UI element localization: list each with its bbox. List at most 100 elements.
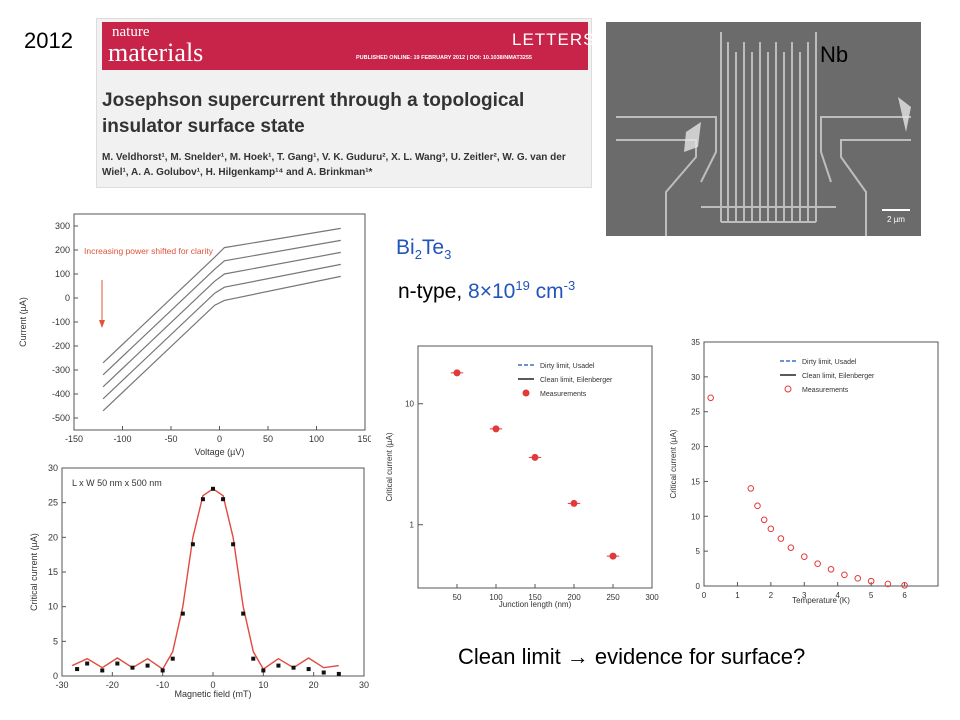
journal-name-line1: nature [112, 24, 150, 40]
x-axis-label: Junction length (nm) [499, 600, 572, 609]
doping-times: × [479, 280, 492, 303]
y-tick-label: 5 [696, 547, 701, 556]
x-tick-label: 6 [902, 591, 907, 600]
publication-info: PUBLISHED ONLINE: 19 FEBRUARY 2012 | DOI… [356, 55, 532, 61]
legend-entry: Clean limit, Eilenberger [540, 377, 613, 384]
x-tick-label: 4 [835, 591, 840, 600]
y-tick-label: 0 [65, 293, 70, 303]
x-axis-label: Magnetic field (mT) [174, 689, 251, 699]
y-tick-label: 20 [48, 532, 58, 542]
x-tick-label: 0 [210, 680, 215, 690]
sem-scale-bar-label: 2 µm [887, 215, 905, 224]
sem-device-drawing: 2 µm [606, 22, 921, 236]
theory-curve [71, 487, 339, 671]
measurement-point [200, 497, 205, 502]
plot-frame [703, 341, 939, 587]
y-tick-label: 200 [55, 245, 70, 255]
iv-curves-chart: -150 -100 -50 0 50 100 150-500-400-300-200-100… [16, 206, 371, 458]
x-tick-label: 50 [453, 593, 462, 602]
iv-curve-4 [102, 275, 341, 412]
legend-entry: Dirty limit, Usadel [802, 359, 857, 366]
annotation-arrowhead [99, 320, 105, 328]
measurement-point [160, 668, 165, 673]
y-tick-label: 0 [696, 582, 701, 591]
iv-curve-3 [102, 263, 341, 400]
measurement-point [75, 667, 80, 672]
measurement-point [231, 542, 236, 547]
y-tick-label: 30 [48, 463, 58, 473]
iv-curve-0 [102, 227, 341, 364]
measurement-point [336, 671, 341, 676]
measurement-point [787, 544, 795, 551]
journal-banner [102, 22, 588, 70]
measurement-point [321, 670, 326, 675]
y-tick-label: 10 [48, 602, 58, 612]
y-tick-label: 35 [691, 338, 700, 347]
conclusion-text: Clean limit → evidence for surface? [458, 644, 806, 669]
measurement-point [531, 453, 539, 461]
fraunhofer-chart: -30 -20 -10 0 10 20 30 0 5 10 15 20 25 30 Magnetic fie… [28, 462, 370, 700]
annotation-text: L x W 50 nm x 500 nm [72, 478, 162, 488]
iv-curve-2 [102, 251, 341, 388]
y-tick-label: 10 [691, 512, 700, 521]
y-tick-label: 20 [691, 443, 700, 452]
year-label: 2012 [24, 28, 73, 53]
measurement-point [841, 571, 848, 579]
measurement-point [777, 535, 785, 542]
x-tick-label: -50 [164, 434, 177, 444]
x-tick-label: 0 [702, 591, 707, 600]
x-tick-label: -30 [55, 680, 68, 690]
y-tick-label: 30 [691, 373, 700, 382]
x-tick-label: 100 [309, 434, 324, 444]
measurement-point [867, 577, 875, 585]
x-tick-label: 50 [263, 434, 273, 444]
measurement-point [85, 661, 90, 666]
measurement-point [453, 369, 461, 377]
measurement-point [190, 542, 195, 547]
y-tick-label: -400 [52, 389, 70, 399]
legend-entry: Measurements [802, 387, 849, 394]
plot-frame [61, 467, 365, 677]
x-tick-label: 150 [357, 434, 371, 444]
x-tick-label: 0 [217, 434, 222, 444]
plot-frame [73, 213, 366, 431]
y-axis-label: Critical current (µA) [385, 432, 394, 501]
iv-curve-1 [102, 239, 341, 376]
measurement-point [241, 611, 246, 616]
measurement-point [609, 552, 617, 560]
y-tick-label: 25 [48, 498, 58, 508]
y-axis-label: Critical current (µA) [29, 533, 39, 611]
sem-micrograph: 2 µm [606, 22, 921, 236]
doping-base: 10 [492, 280, 516, 303]
length-dependence-chart: 50 100 150 200 250 300 1 10 Junction length (nm)… [384, 340, 662, 610]
y-tick-label: 15 [48, 567, 58, 577]
plot-frame [417, 345, 653, 589]
y-tick-label: -300 [52, 365, 70, 375]
x-tick-label: 20 [309, 680, 319, 690]
measurement-point [884, 580, 892, 588]
section-label: LETTERS [512, 30, 596, 49]
y-tick-label: 1 [410, 521, 415, 530]
measurement-point [570, 499, 578, 507]
measurement-point [145, 663, 150, 668]
y-tick-label: -500 [52, 413, 70, 423]
x-tick-label: 150 [528, 593, 542, 602]
measurement-point [276, 663, 281, 668]
measurement-point [767, 525, 775, 533]
measurement-point [100, 668, 105, 673]
measurement-point [827, 565, 835, 573]
measurement-point [306, 667, 311, 672]
legend-swatch-measurements [522, 389, 530, 397]
x-tick-label: 3 [802, 591, 807, 600]
x-tick-label: 30 [359, 680, 369, 690]
x-axis-label: Temperature (K) [792, 596, 850, 605]
y-axis-label: Critical current (µA) [669, 429, 678, 498]
legend-entry: Dirty limit, Usadel [540, 363, 595, 370]
y-tick-label: 100 [55, 269, 70, 279]
doping-value: 8 [468, 280, 480, 303]
measurement-point [760, 516, 768, 524]
formula-te: Te [421, 236, 445, 259]
measurement-point [814, 560, 821, 567]
x-tick-label: -10 [156, 680, 169, 690]
x-tick-label: 2 [769, 591, 774, 600]
